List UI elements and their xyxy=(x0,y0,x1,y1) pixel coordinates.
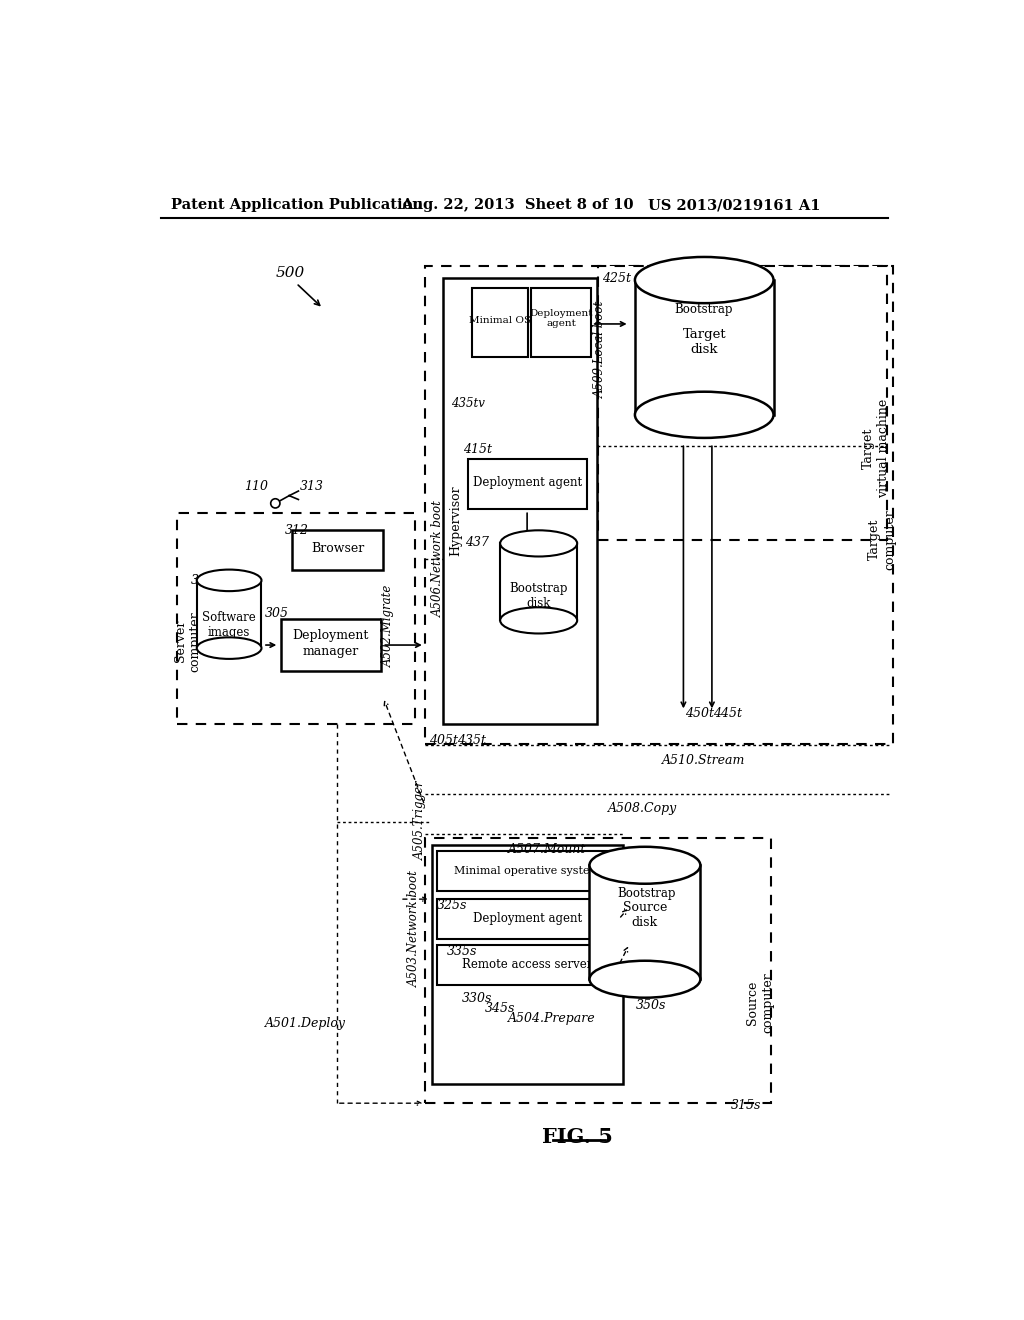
FancyBboxPatch shape xyxy=(292,529,383,570)
Text: Bootstrap: Bootstrap xyxy=(674,302,733,315)
Text: A505.Trigger: A505.Trigger xyxy=(414,781,427,861)
FancyBboxPatch shape xyxy=(590,866,700,979)
FancyBboxPatch shape xyxy=(437,899,617,940)
Text: A508.Copy: A508.Copy xyxy=(608,803,677,816)
Text: Remote access server: Remote access server xyxy=(462,958,592,972)
FancyBboxPatch shape xyxy=(425,267,893,743)
Text: Hypervisor: Hypervisor xyxy=(449,484,462,556)
Ellipse shape xyxy=(197,638,261,659)
FancyBboxPatch shape xyxy=(197,581,261,648)
Text: A507.Mount: A507.Mount xyxy=(508,843,586,855)
Text: Deployment
agent: Deployment agent xyxy=(529,309,593,329)
Ellipse shape xyxy=(590,961,700,998)
Text: Source
computer: Source computer xyxy=(746,972,774,1032)
FancyBboxPatch shape xyxy=(531,288,591,358)
FancyBboxPatch shape xyxy=(598,267,887,540)
FancyBboxPatch shape xyxy=(635,280,773,414)
Text: Target
virtual machine: Target virtual machine xyxy=(862,399,890,499)
Ellipse shape xyxy=(635,257,773,304)
FancyBboxPatch shape xyxy=(177,512,416,725)
Text: 330s: 330s xyxy=(462,991,493,1005)
Text: Deployment agent: Deployment agent xyxy=(472,477,582,490)
Text: 335s: 335s xyxy=(447,945,477,958)
Text: A501.Deploy: A501.Deploy xyxy=(264,1016,345,1030)
Text: 325s: 325s xyxy=(437,899,467,912)
Text: A502.Migrate: A502.Migrate xyxy=(382,585,395,667)
Text: 405t: 405t xyxy=(429,734,459,747)
Ellipse shape xyxy=(197,570,261,591)
Text: 315s: 315s xyxy=(731,1100,762,1113)
Text: Bootstrap: Bootstrap xyxy=(617,887,676,900)
Text: Patent Application Publication: Patent Application Publication xyxy=(171,198,423,213)
FancyBboxPatch shape xyxy=(437,945,617,985)
Text: 313: 313 xyxy=(300,480,324,494)
Circle shape xyxy=(270,499,280,508)
FancyBboxPatch shape xyxy=(425,838,771,1104)
Text: 110: 110 xyxy=(245,480,268,494)
Text: Browser: Browser xyxy=(311,543,365,556)
Text: A510.Stream: A510.Stream xyxy=(662,754,745,767)
Ellipse shape xyxy=(635,392,773,438)
Text: Server
computer: Server computer xyxy=(173,611,202,672)
FancyBboxPatch shape xyxy=(500,544,578,620)
Text: Software
images: Software images xyxy=(203,611,256,639)
Text: 435t: 435t xyxy=(457,734,486,747)
Text: A506.Network boot: A506.Network boot xyxy=(432,500,445,618)
FancyBboxPatch shape xyxy=(432,845,624,1084)
FancyBboxPatch shape xyxy=(472,288,528,358)
Text: Deployment
manager: Deployment manager xyxy=(293,630,369,657)
Text: 415t: 415t xyxy=(463,444,493,457)
Text: Minimal operative system: Minimal operative system xyxy=(454,866,600,875)
FancyBboxPatch shape xyxy=(281,619,381,671)
Text: 437: 437 xyxy=(466,536,489,549)
Text: 445t: 445t xyxy=(713,706,741,719)
Text: 305: 305 xyxy=(265,607,290,619)
Ellipse shape xyxy=(500,607,578,634)
FancyBboxPatch shape xyxy=(468,459,587,508)
Text: 450t: 450t xyxy=(685,706,714,719)
Text: 500: 500 xyxy=(275,267,304,280)
FancyBboxPatch shape xyxy=(443,277,597,725)
FancyBboxPatch shape xyxy=(468,281,595,440)
FancyBboxPatch shape xyxy=(671,292,736,329)
Ellipse shape xyxy=(590,847,700,884)
Text: A504.Prepare: A504.Prepare xyxy=(508,1011,596,1024)
FancyBboxPatch shape xyxy=(437,851,617,891)
Text: 435tv: 435tv xyxy=(451,397,484,411)
Text: Target
disk: Target disk xyxy=(682,327,726,356)
Text: Bootstrap
disk: Bootstrap disk xyxy=(509,582,568,610)
FancyBboxPatch shape xyxy=(615,876,677,913)
Text: A503.Network boot: A503.Network boot xyxy=(408,870,421,987)
Text: 350s: 350s xyxy=(636,999,666,1012)
Text: 310: 310 xyxy=(190,574,215,587)
Text: Deployment agent: Deployment agent xyxy=(472,912,582,925)
Text: 425t: 425t xyxy=(602,272,631,285)
Text: Minimal OS: Minimal OS xyxy=(469,315,531,325)
Text: A509.Local boot: A509.Local boot xyxy=(594,301,607,399)
Text: US 2013/0219161 A1: US 2013/0219161 A1 xyxy=(648,198,820,213)
Ellipse shape xyxy=(500,531,578,557)
Text: Aug. 22, 2013  Sheet 8 of 10: Aug. 22, 2013 Sheet 8 of 10 xyxy=(401,198,634,213)
Text: 345s: 345s xyxy=(484,1002,515,1015)
Text: 312: 312 xyxy=(285,524,308,537)
Text: Source
disk: Source disk xyxy=(623,900,667,929)
Text: Target
computer: Target computer xyxy=(868,510,896,570)
Text: FIG. 5: FIG. 5 xyxy=(542,1127,612,1147)
